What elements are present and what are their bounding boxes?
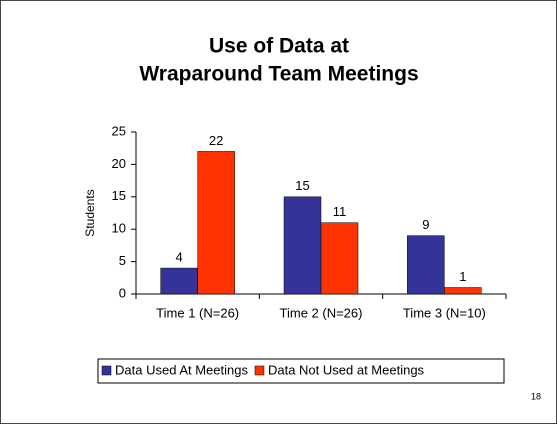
bar (283, 196, 322, 295)
data-label: 9 (422, 217, 429, 232)
data-label: 1 (459, 269, 466, 284)
chart-title: Use of Data at (209, 35, 349, 58)
x-tick-label: Time 1 (N=26) (156, 305, 239, 320)
y-tick-label: 0 (119, 285, 126, 300)
y-tick-label: 5 (119, 253, 126, 268)
bar (160, 267, 198, 295)
y-tick-label: 10 (112, 221, 126, 236)
bar (407, 235, 445, 295)
data-label: 4 (176, 250, 183, 265)
legend-swatch (254, 365, 265, 376)
data-label: 15 (295, 178, 309, 193)
bar (197, 151, 235, 295)
legend-swatch (101, 365, 112, 376)
chart-title: Wraparound Team Meetings (139, 63, 418, 86)
legend-box (97, 358, 505, 384)
y-tick-label: 25 (112, 123, 126, 138)
y-axis-label: Students (83, 189, 97, 236)
x-tick-label: Time 3 (N=10) (403, 305, 486, 320)
data-label: 22 (209, 133, 223, 148)
bar (444, 287, 482, 295)
data-label: 11 (333, 204, 347, 219)
y-tick-label: 15 (112, 188, 126, 203)
legend-label: Data Not Used at Meetings (268, 362, 425, 377)
y-tick-label: 20 (112, 156, 126, 171)
legend-label: Data Used At Meetings (115, 362, 248, 377)
x-tick-label: Time 2 (N=26) (280, 305, 363, 320)
bar (320, 222, 359, 295)
page-number: 18 (531, 391, 541, 401)
